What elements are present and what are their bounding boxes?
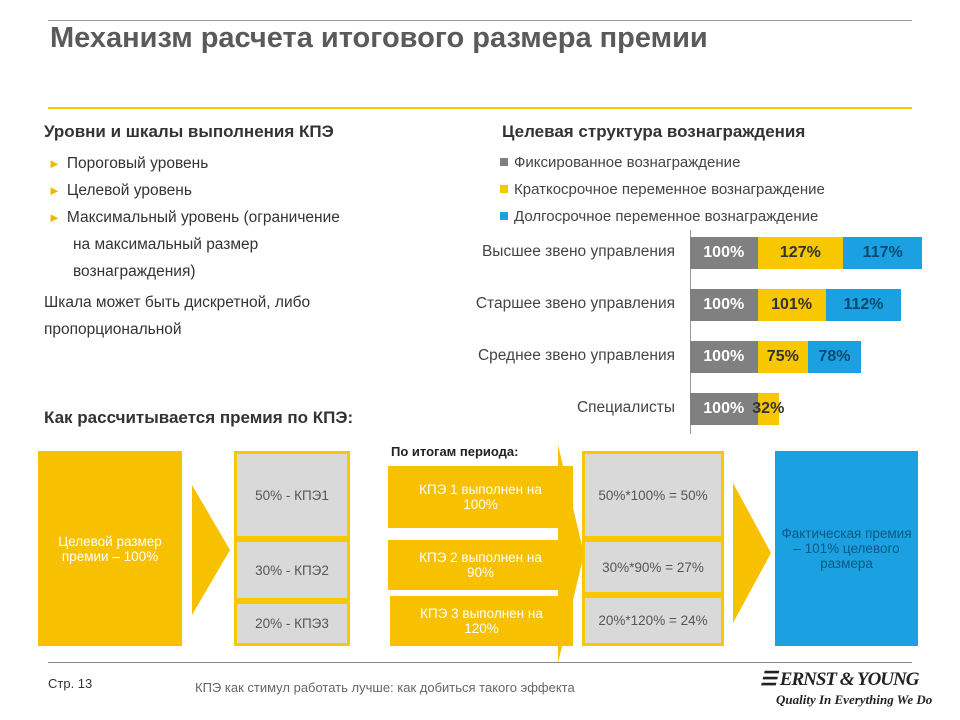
legend-swatch	[500, 212, 508, 220]
legend-swatch	[500, 158, 508, 166]
legend-swatch	[500, 185, 508, 193]
page-title: Механизм расчета итогового размера преми…	[50, 22, 708, 54]
weight-box: 20% - КПЭ3	[234, 601, 350, 646]
footer-caption: КПЭ как стимул работать лучше: как добит…	[195, 680, 575, 695]
product-box: 20%*120% = 24%	[582, 595, 724, 646]
result-tab: КПЭ 2 выполнен на 90%	[388, 540, 573, 590]
category-label: Высшее звено управления	[481, 243, 675, 260]
kpi-levels-list: ► Пороговый уровень ► Целевой уровень ► Мак…	[44, 150, 428, 343]
arrow-icon	[192, 485, 230, 615]
ey-tagline: Quality In Everything We Do	[776, 692, 933, 707]
target-bonus-box: Целевой размер премии – 100%	[38, 451, 182, 646]
category-label: Среднее звено управления	[477, 347, 675, 364]
arrow-icon: ►	[48, 210, 61, 225]
period-label: По итогам периода:	[391, 444, 519, 459]
arrow-icon	[733, 483, 771, 623]
bar-segment: 100%	[690, 237, 758, 269]
weight-box: 50% - КПЭ1	[234, 451, 350, 539]
bar-segment: 100%	[690, 341, 758, 373]
bar-segment: 100%	[690, 289, 758, 321]
weight-box: 30% - КПЭ2	[234, 539, 350, 601]
actual-bonus-box: Фактическая премия – 101% целевого разме…	[775, 451, 918, 646]
scale-note: Шкала может быть дискретной, либо	[44, 294, 311, 311]
result-tab: КПЭ 3 выполнен на 120%	[390, 596, 573, 646]
bar-segment: 78%	[808, 341, 861, 373]
bar-segment: 127%	[757, 237, 844, 269]
bar-segment: 117%	[843, 237, 923, 269]
bar-segment: 75%	[757, 341, 809, 373]
left-heading: Уровни и шкалы выполнения КПЭ	[44, 122, 334, 141]
chart-legend: Фиксированное вознаграждение Краткосрочн…	[500, 149, 825, 230]
bar-segment: 112%	[825, 289, 902, 321]
bar-segment: 32%	[752, 393, 784, 425]
product-box: 50%*100% = 50%	[582, 451, 724, 539]
arrow-icon: ►	[48, 183, 61, 198]
ey-logo: ☰ ERNST & YOUNG	[760, 669, 919, 690]
category-label: Специалисты	[576, 399, 675, 416]
list-item-cont: на максимальный размер	[73, 236, 259, 253]
page-number: Стр. 13	[48, 676, 93, 691]
chart-axis	[690, 230, 691, 434]
arrow-icon: ►	[48, 156, 61, 171]
top-rule	[48, 20, 912, 21]
scale-note: пропорциональной	[44, 321, 182, 338]
yellow-rule	[48, 107, 912, 109]
result-tab: КПЭ 1 выполнен на 100%	[388, 466, 573, 528]
bar-segment: 100%	[690, 393, 758, 425]
legend-item: Краткосрочное переменное вознаграждение	[500, 176, 825, 203]
legend-item: Фиксированное вознаграждение	[500, 149, 825, 176]
legend-item: Долгосрочное переменное вознаграждение	[500, 203, 825, 230]
list-item-cont: вознаграждения)	[73, 263, 196, 280]
right-heading: Целевая структура вознаграждения	[502, 122, 806, 141]
calc-heading: Как рассчитывается премия по КПЭ:	[44, 408, 354, 427]
product-box: 30%*90% = 27%	[582, 539, 724, 595]
footer-rule	[48, 662, 912, 663]
bar-segment: 101%	[757, 289, 826, 321]
category-label: Старшее звено управления	[475, 295, 675, 312]
list-item: ► Целевой уровень	[48, 182, 192, 199]
list-item: ► Пороговый уровень	[48, 155, 209, 172]
list-item: ► Максимальный уровень (ограничение	[48, 209, 340, 226]
